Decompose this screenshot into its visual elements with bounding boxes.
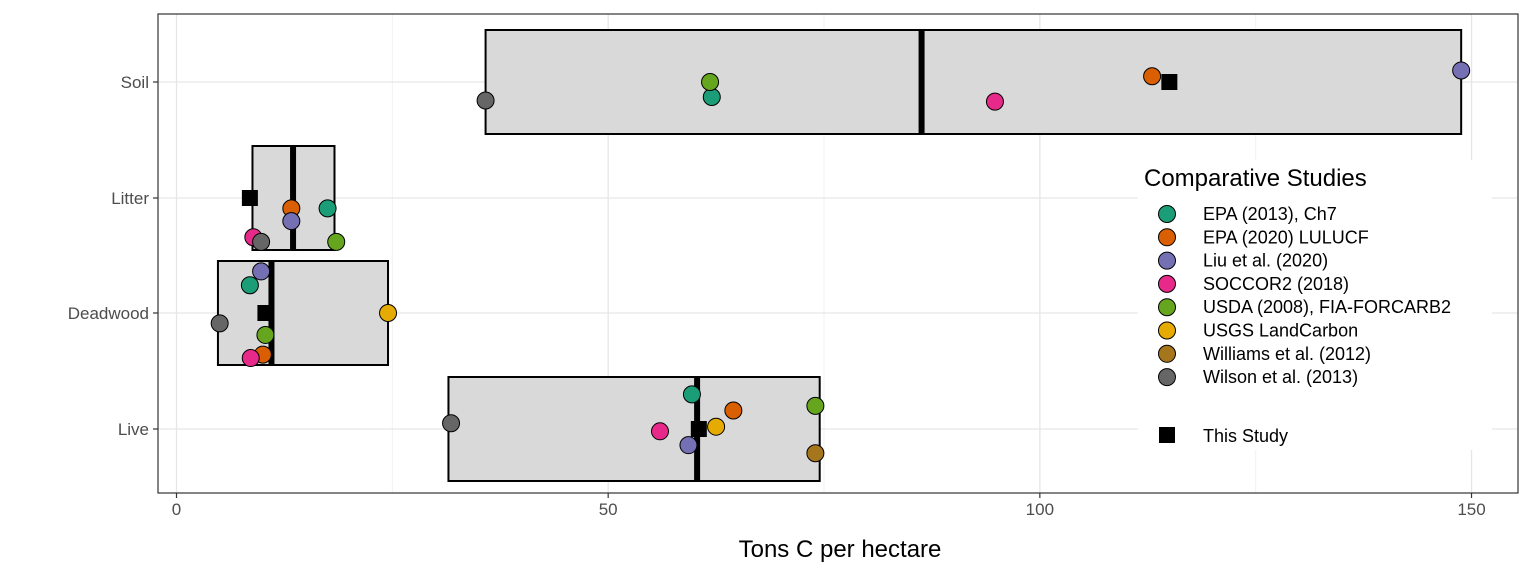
- legend-label-this-study: This Study: [1203, 426, 1288, 446]
- point-wilson-et-al-2013-deadwood: [210, 314, 229, 333]
- y-tick-label-live: Live: [118, 420, 149, 439]
- legend-key-circle: [1158, 344, 1176, 363]
- point-epa-2020-lulucf-soil: [1143, 67, 1162, 86]
- point-epa-2013-ch7-deadwood: [240, 276, 259, 295]
- x-axis-title: Tons C per hectare: [739, 536, 942, 563]
- legend-label: USDA (2008), FIA-FORCARB2: [1203, 297, 1451, 317]
- point-soccor2-2018-deadwood: [241, 349, 260, 368]
- legend-background: [1138, 160, 1492, 450]
- point-usgs-landcarbon-deadwood: [379, 304, 398, 322]
- this-study-point-litter: [241, 190, 258, 206]
- point-liu-et-al-2020-soil: [1452, 61, 1471, 80]
- legend-key-circle: [1158, 228, 1176, 247]
- y-tick-label-deadwood: Deadwood: [68, 304, 149, 323]
- point-soccor2-2018-live: [650, 422, 669, 441]
- legend-title: Comparative Studies: [1144, 165, 1367, 192]
- range-box-soil: [484, 29, 1463, 135]
- point-usgs-landcarbon-live: [707, 417, 726, 436]
- x-tick-label: 150: [1457, 500, 1485, 519]
- point-liu-et-al-2020-litter: [282, 212, 301, 231]
- this-study-point-soil: [1161, 74, 1178, 90]
- point-liu-et-al-2020-live: [679, 436, 698, 455]
- point-liu-et-al-2020-deadwood: [252, 262, 271, 281]
- legend-key-circle: [1158, 251, 1176, 270]
- legend-key-circle: [1158, 205, 1176, 223]
- point-wilson-et-al-2013-soil: [476, 91, 495, 110]
- legend-label: EPA (2020) LULUCF: [1203, 227, 1369, 247]
- this-study-point-live: [690, 421, 707, 437]
- point-williams-et-al-2012-live: [806, 444, 825, 463]
- legend-label: Williams et al. (2012): [1203, 344, 1371, 364]
- legend-label: EPA (2013), Ch7: [1203, 204, 1337, 224]
- point-usda-2008-fia-forcarb2-live: [806, 396, 825, 415]
- range-box-deadwood: [216, 260, 390, 366]
- legend-key-circle: [1158, 321, 1176, 340]
- x-tick-label: 100: [1026, 500, 1054, 519]
- point-epa-2013-ch7-litter: [318, 199, 337, 218]
- point-wilson-et-al-2013-live: [442, 414, 461, 433]
- plot-panel-border: [157, 13, 1519, 494]
- legend-items: EPA (2013), Ch7 EPA (2020) LULUCF Liu et a…: [1158, 204, 1451, 446]
- legend-label: USGS LandCarbon: [1203, 321, 1358, 341]
- point-epa-2013-ch7-live: [682, 385, 701, 404]
- x-tick-label: 0: [172, 500, 181, 519]
- legend-label: Wilson et al. (2013): [1203, 367, 1358, 387]
- legend-key-circle: [1158, 298, 1176, 317]
- point-epa-2013-ch7-soil: [702, 88, 721, 107]
- point-wilson-et-al-2013-litter: [252, 232, 271, 251]
- legend-label: SOCCOR2 (2018): [1203, 274, 1349, 294]
- legend-key-circle: [1158, 274, 1176, 293]
- x-tick-label: 50: [599, 500, 618, 519]
- y-tick-label-litter: Litter: [111, 189, 149, 208]
- axes: 0 50 100 150 Live Deadwood Litter Soil: [68, 73, 1486, 519]
- range-box-live: [447, 376, 821, 482]
- legend-key-square: [1159, 427, 1175, 443]
- data-points: [210, 61, 1471, 463]
- point-usda-2008-fia-forcarb2-soil: [701, 73, 720, 91]
- point-soccor2-2018-soil: [985, 92, 1004, 111]
- point-epa-2020-lulucf-live: [724, 401, 743, 420]
- legend-key-circle: [1158, 368, 1176, 387]
- point-usda-2008-fia-forcarb2-deadwood: [256, 325, 275, 344]
- point-usda-2008-fia-forcarb2-litter: [327, 232, 346, 251]
- this-study-point-deadwood: [257, 305, 274, 321]
- legend-label: Liu et al. (2020): [1203, 251, 1328, 271]
- y-tick-label-soil: Soil: [121, 73, 149, 92]
